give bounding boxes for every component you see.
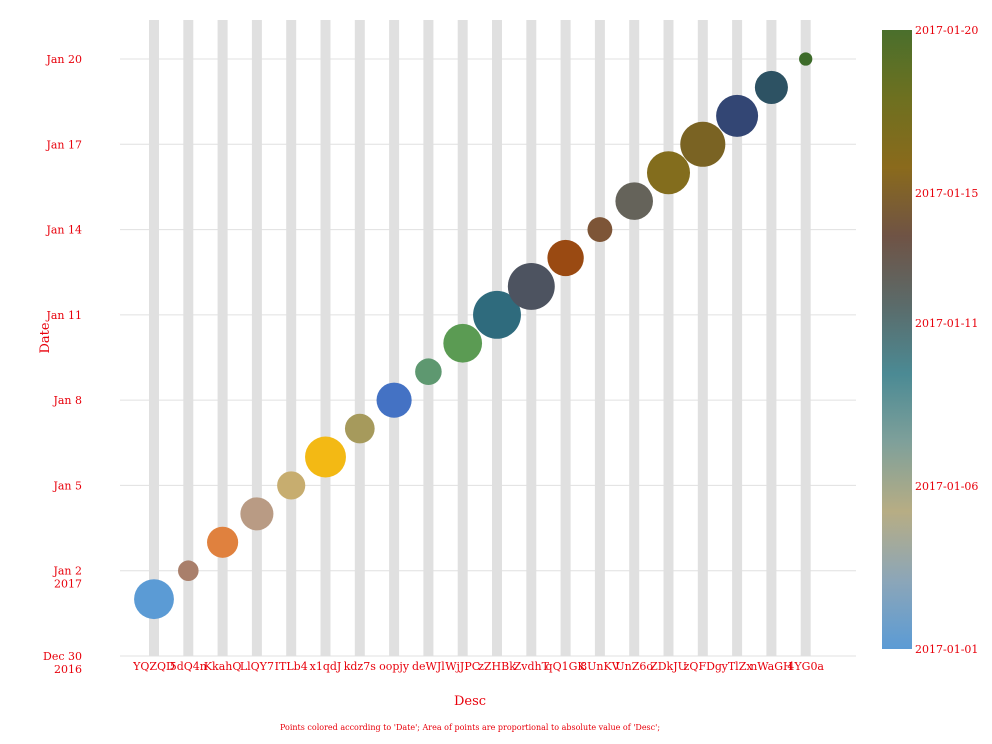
x-grid-band xyxy=(800,20,811,656)
x-tick-label: x1qdJ xyxy=(310,660,342,673)
colorbar-tick-label: 2017-01-11 xyxy=(915,317,978,330)
x-grid-band xyxy=(423,20,434,656)
chart-caption: Points colored according to 'Date'; Area… xyxy=(280,723,660,732)
x-tick-label: zZHBk xyxy=(478,660,516,673)
colorbar-tick-label: 2017-01-20 xyxy=(915,24,978,37)
x-grid-band xyxy=(183,20,194,656)
y-tick-label: Jan 5 xyxy=(52,479,82,492)
x-grid-band xyxy=(766,20,777,656)
scatter-point xyxy=(587,217,613,242)
scatter-point xyxy=(507,262,555,310)
x-tick-label: ZvdhT xyxy=(514,660,550,673)
x-tick-label: 5dQ4n xyxy=(170,660,207,673)
x-grid-band xyxy=(629,20,640,656)
colorbar: 2017-01-01 2017-01-06 2017-01-11 2017-01-15… xyxy=(882,24,978,656)
scatter-point xyxy=(443,323,483,363)
x-tick-label: oopjy xyxy=(379,660,410,673)
scatter-point xyxy=(646,151,691,195)
x-grid-band xyxy=(389,20,400,656)
x-tick-label: 8UnKV xyxy=(580,660,621,673)
colorbar-tick-label: 2017-01-01 xyxy=(915,643,978,656)
points-layer xyxy=(134,52,813,620)
colorbar-gradient xyxy=(882,30,912,649)
scatter-point xyxy=(178,560,199,582)
scatter-point xyxy=(473,290,521,339)
x-grid-band xyxy=(251,20,262,656)
x-tick-label: yTlZx xyxy=(721,660,754,673)
x-tick-label: YQZQD xyxy=(132,660,175,673)
x-tick-label: 4YG0a xyxy=(787,660,824,673)
scatter-point xyxy=(344,413,375,444)
y-tick-label: Dec 30 xyxy=(43,650,82,663)
scatter-point xyxy=(716,94,759,137)
x-grid-band xyxy=(286,20,297,656)
y-tick-label: Jan 8 xyxy=(52,394,82,407)
x-grid-band xyxy=(732,20,743,656)
x-grid-band xyxy=(663,20,674,656)
x-grid-band xyxy=(320,20,331,656)
x-tick-label: KkahQ xyxy=(204,660,242,673)
scatter-point xyxy=(305,436,346,478)
scatter-point xyxy=(680,121,726,167)
scatter-point xyxy=(799,52,813,66)
y-tick-label: Jan 14 xyxy=(45,224,82,237)
y-tick-label: Jan 20 xyxy=(45,53,82,66)
x-grid-band xyxy=(354,20,365,656)
x-tick-label: nWaGH xyxy=(750,660,792,673)
scatter-point xyxy=(754,70,788,104)
scatter-point xyxy=(547,239,584,277)
x-grid-band xyxy=(560,20,571,656)
scatter-point xyxy=(240,497,274,531)
y-axis-title: Date xyxy=(38,322,53,353)
y-tick-label: Jan 17 xyxy=(45,138,82,151)
y-tick-label: Jan 2 xyxy=(52,565,82,578)
scatter-point xyxy=(277,471,306,500)
x-tick-label: deWJl xyxy=(412,660,445,673)
x-grid-band xyxy=(217,20,228,656)
scatter-point xyxy=(615,182,653,220)
y-tick-label-year: 2017 xyxy=(54,578,82,591)
x-tick-label: kdz7s xyxy=(344,660,377,673)
x-grid-band xyxy=(594,20,605,656)
scatter-point xyxy=(134,579,174,620)
colorbar-tick-label: 2017-01-06 xyxy=(915,480,978,493)
x-grid-band xyxy=(697,20,708,656)
x-tick-label: LlQY7 xyxy=(240,660,274,673)
x-tick-label: qQ1GK xyxy=(546,660,587,673)
y-tick-label: Jan 11 xyxy=(45,309,82,322)
y-tick-label-year: 2016 xyxy=(54,663,82,676)
x-tick-label: ITLb4 xyxy=(275,660,308,673)
x-tick-label: UnZ6o xyxy=(615,660,653,673)
x-axis-title: Desc xyxy=(454,694,486,709)
scatter-point xyxy=(415,358,442,385)
scatter-point xyxy=(376,382,412,418)
colorbar-tick-label: 2017-01-15 xyxy=(915,187,978,200)
x-tick-label: WjJPC xyxy=(445,660,480,673)
scatter-point xyxy=(207,526,239,558)
x-grid-band xyxy=(526,20,537,656)
x-grid-band xyxy=(149,20,159,656)
x-tick-label: zQFDg xyxy=(684,660,722,673)
x-tick-label: ZDkJU xyxy=(650,660,687,673)
